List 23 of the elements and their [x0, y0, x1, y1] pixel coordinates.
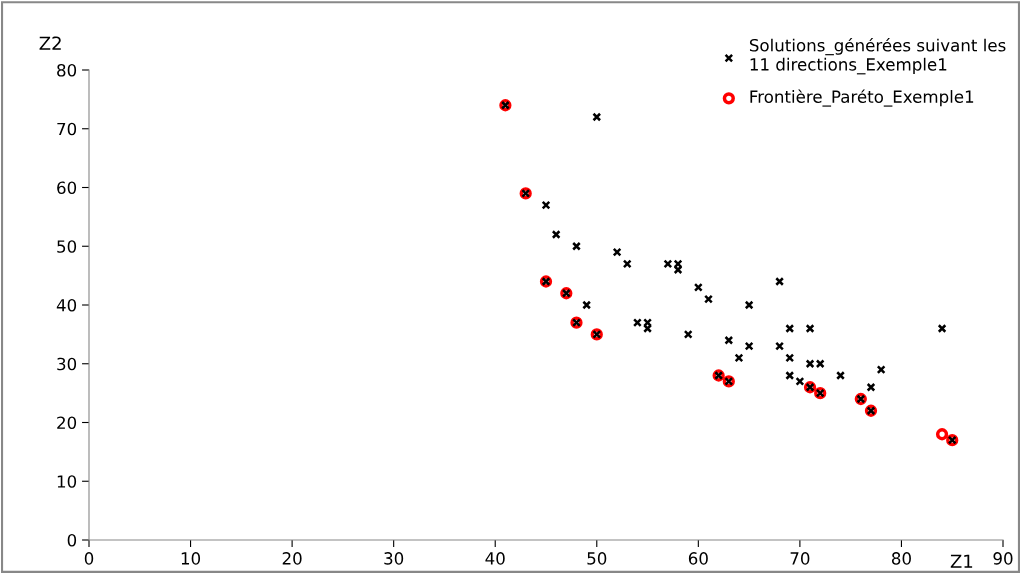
x-axis-title: Z1	[950, 554, 973, 568]
legend-label: Frontière_Paréto_Exemple1	[750, 89, 974, 107]
legend-label: Solutions_générées suivant les 11 directions_Exemple1	[749, 38, 1006, 75]
y-axis-title: Z2	[39, 36, 61, 50]
x-tick-label: 20	[282, 552, 302, 565]
y-tick-label: 50	[57, 240, 77, 253]
x-tick-label: 30	[384, 552, 404, 565]
y-tick-label: 0	[67, 533, 77, 547]
x-tick-label: 40	[485, 552, 505, 565]
y-tick-label: 10	[57, 475, 77, 488]
y-tick-label: 30	[57, 357, 77, 371]
x-tick-label: 60	[688, 552, 708, 565]
x-tick-label: 0	[84, 552, 94, 565]
y-tick-label: 20	[57, 416, 77, 430]
x-tick-label: 80	[891, 552, 911, 565]
y-tick-label: 40	[56, 298, 77, 312]
y-tick-label: 80	[57, 63, 77, 77]
x-tick-label: 50	[587, 552, 607, 565]
y-tick-label: 60	[57, 181, 77, 195]
x-tick-label: 70	[790, 552, 810, 565]
y-tick-label: 70	[57, 122, 77, 136]
x-tick-label: 90	[993, 552, 1013, 565]
x-tick-label: 10	[181, 552, 201, 565]
